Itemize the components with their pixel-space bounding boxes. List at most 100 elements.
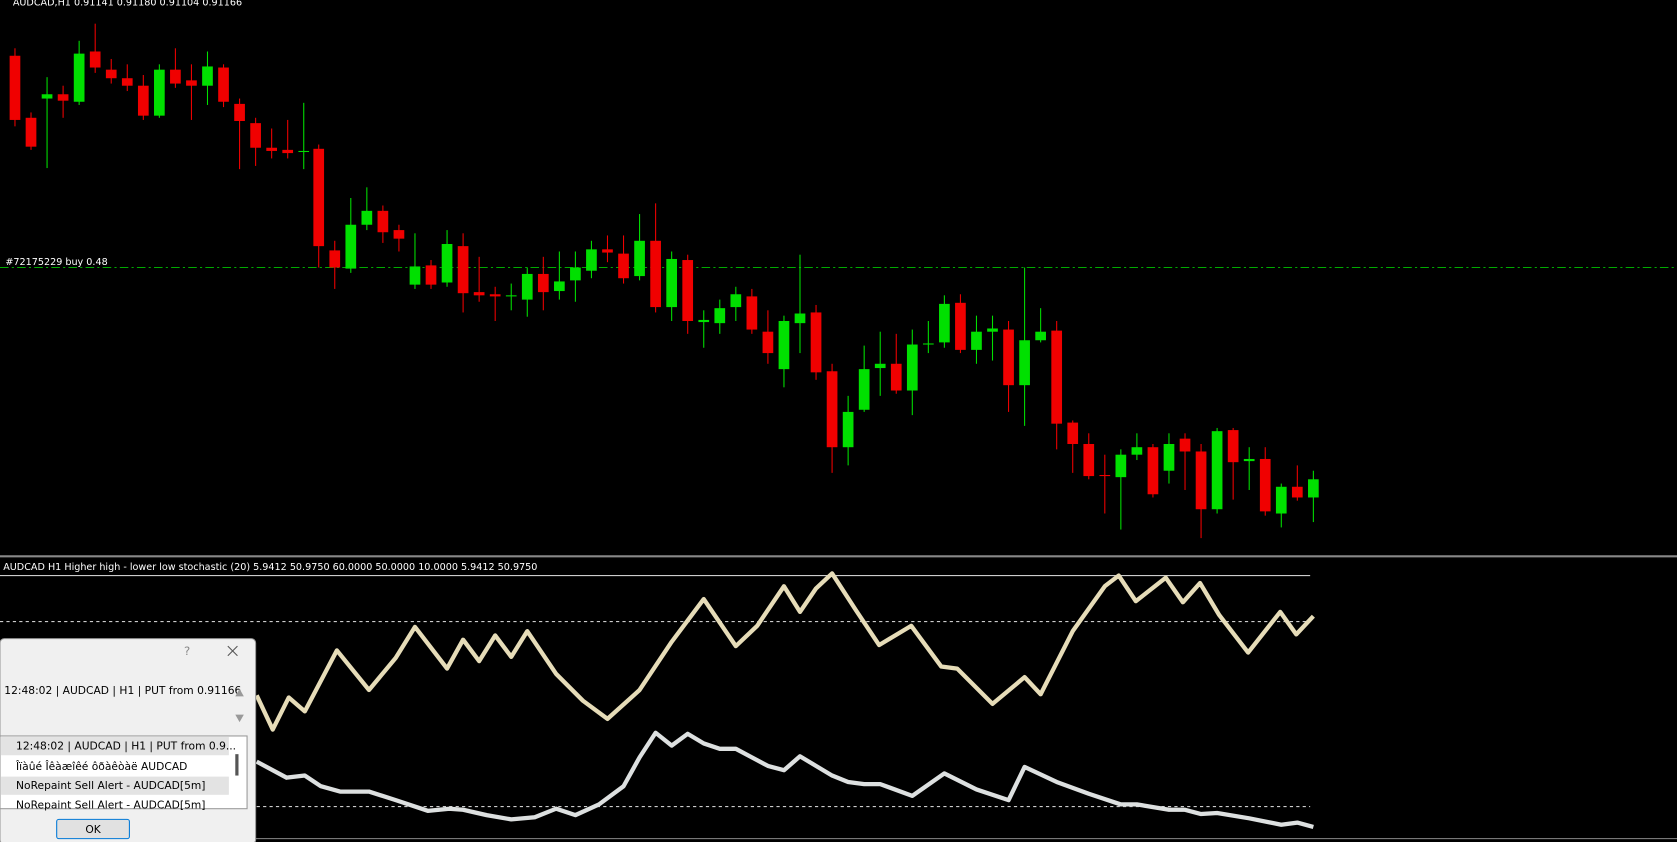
candle-body <box>1211 431 1223 510</box>
candle-body <box>698 319 710 323</box>
candle-body <box>714 308 726 324</box>
candle-body <box>618 253 629 279</box>
scrollbar[interactable] <box>235 754 239 776</box>
candle-body <box>105 69 117 79</box>
candle-body <box>298 150 310 153</box>
candle-body <box>1163 443 1175 471</box>
candle-body <box>1083 443 1095 477</box>
candle-body <box>955 302 966 350</box>
list-item[interactable]: 12:48:02 | AUDCAD | H1 | PUT from 0.9... <box>16 740 236 753</box>
candle-body <box>89 51 101 68</box>
candle-body <box>537 273 549 293</box>
candle-body <box>1275 486 1287 514</box>
candle-body <box>746 296 758 330</box>
candle-body <box>1067 422 1079 444</box>
candle-body <box>842 411 854 448</box>
candle-body <box>1115 454 1127 478</box>
candle-body <box>282 149 294 154</box>
candle-body <box>778 321 790 370</box>
candle-body <box>1195 451 1207 510</box>
candle-body <box>890 363 902 391</box>
candle-body <box>762 331 774 354</box>
list-item[interactable]: NoRepaint Sell Alert - AUDCAD[5m] <box>16 798 205 811</box>
candle-body <box>425 265 437 285</box>
candle-body <box>1291 486 1303 498</box>
list-item[interactable]: Îïàûé Îêàæîêé ôðàêòàë AUDCAD <box>15 760 187 773</box>
candle-body <box>409 266 421 285</box>
order-label: #72175229 buy 0.48 <box>5 257 107 268</box>
candle-body <box>1308 479 1319 498</box>
candle-body <box>393 230 405 239</box>
candle-body <box>826 371 838 448</box>
candle-body <box>1147 447 1159 495</box>
candle-body <box>154 69 165 116</box>
candle-body <box>266 147 278 151</box>
list-row-bg <box>1 776 229 795</box>
candle-body <box>329 250 341 268</box>
candle-body <box>874 363 886 369</box>
candle-body <box>1259 458 1271 512</box>
candle-body <box>441 243 453 283</box>
candle-body <box>121 78 133 86</box>
candle-body <box>186 80 197 86</box>
indicator-label: AUDCAD H1 Higher high - lower low stocha… <box>3 562 537 573</box>
candle-body <box>987 328 998 332</box>
candle-body <box>634 240 645 277</box>
candle-body <box>1019 340 1030 386</box>
candle-body <box>939 303 950 343</box>
help-button[interactable]: ? <box>184 644 190 658</box>
candle-body <box>1243 458 1255 462</box>
candle-body <box>137 85 149 116</box>
signal-line <box>255 730 1314 829</box>
candle-body <box>906 344 918 391</box>
candle-body <box>377 210 389 233</box>
candle-body <box>57 94 69 101</box>
ok-button[interactable]: OK <box>85 823 101 836</box>
candle-body <box>313 148 325 247</box>
list-item[interactable]: NoRepaint Sell Alert - AUDCAD[5m] <box>16 779 205 792</box>
candle-body <box>73 53 85 102</box>
candle-body <box>682 260 694 322</box>
ok-button-frame[interactable] <box>56 818 130 840</box>
candle-body <box>1099 475 1111 477</box>
close-button[interactable] <box>227 645 238 657</box>
candle-body <box>1131 447 1143 455</box>
candle-body <box>25 117 37 147</box>
candle-body <box>810 312 822 373</box>
candle-body <box>1227 430 1239 463</box>
candle-body <box>505 295 517 297</box>
candle-body <box>41 94 53 99</box>
candle-body <box>650 240 661 308</box>
candle-body <box>218 67 229 102</box>
candle-body <box>602 249 613 253</box>
candle-body <box>1051 330 1063 424</box>
candle-body <box>586 249 597 271</box>
candle-body <box>1179 438 1191 452</box>
candle-body <box>554 281 565 292</box>
candle-body <box>971 331 982 350</box>
candle-body <box>234 103 245 122</box>
candle-body <box>361 210 373 225</box>
candles <box>9 23 1319 539</box>
scroll-arrows[interactable] <box>235 688 244 723</box>
alert-dialog: ? 12:48:02 | AUDCAD | H1 | PUT from 0.91… <box>0 638 257 842</box>
candle-body <box>473 292 485 296</box>
candle-body <box>345 224 357 269</box>
candle-body <box>1035 331 1046 341</box>
candle-body <box>250 123 261 148</box>
candle-body <box>922 343 934 345</box>
stochastic-line <box>254 571 1315 732</box>
candle-body <box>570 267 581 281</box>
candle-body <box>1003 329 1014 386</box>
alert-message: 12:48:02 | AUDCAD | H1 | PUT from 0.9116… <box>4 684 241 697</box>
candle-body <box>730 294 742 308</box>
list-row-bg <box>1 737 229 756</box>
chart-header: AUDCAD,H1 0.91141 0.91180 0.91104 0.9116… <box>13 0 242 8</box>
candle-body <box>489 294 501 297</box>
candle-body <box>858 369 870 410</box>
candle-body <box>794 313 806 324</box>
candle-body <box>170 69 181 84</box>
candle-body <box>457 246 469 294</box>
